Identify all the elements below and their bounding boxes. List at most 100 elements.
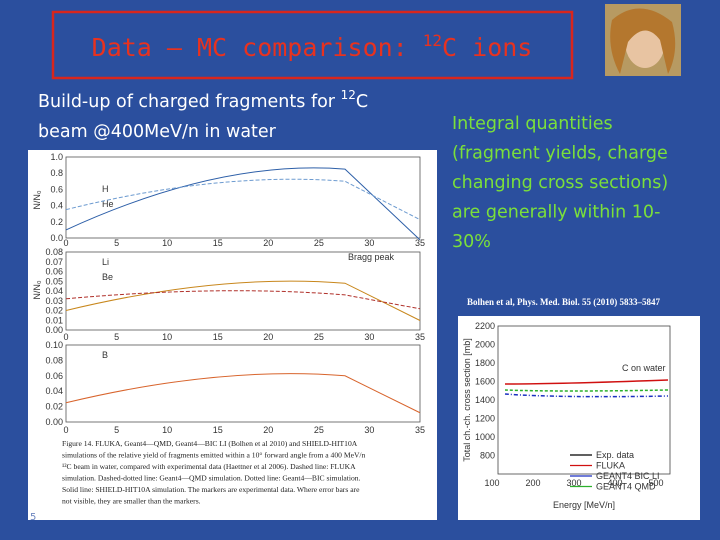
x-tick-label: 5 (114, 238, 119, 248)
y-tick-label: 0.07 (45, 257, 63, 267)
model-curve (504, 393, 669, 398)
simulation-curve (65, 178, 421, 221)
x-tick-label: 25 (314, 238, 324, 248)
x-tick-label: 20 (263, 425, 273, 435)
y-tick-label: 0.03 (45, 296, 63, 306)
x-tick-label: 5 (114, 425, 119, 435)
x-tick-label: 25 (314, 332, 324, 342)
x-tick-label: 35 (415, 332, 425, 342)
chart-title: C on water (622, 363, 666, 373)
x-tick-label: 30 (364, 332, 374, 342)
y-tick-label: 0.02 (45, 402, 63, 412)
y-tick-label: 0.8 (50, 168, 63, 178)
y-tick-label: 0.6 (50, 184, 63, 194)
x-tick-label: 500 (648, 478, 663, 488)
y-tick-label: 0.05 (45, 276, 63, 286)
y-tick-label: 1.0 (50, 152, 63, 162)
figure-caption: simulations of the relative yield of fra… (62, 451, 366, 460)
citation: Bolhen et al, Phys. Med. Biol. 55 (2010)… (467, 297, 660, 307)
legend-label: GEANT4 QMD (596, 482, 656, 492)
portrait (605, 4, 681, 76)
simulation-curve (65, 167, 421, 241)
y-tick-label: 0.02 (45, 306, 63, 316)
y-tick-label: 0.00 (45, 417, 63, 427)
title-box (51, 10, 574, 80)
y-tick-label: 2200 (475, 321, 495, 331)
y-axis-label: Total ch.-ch. cross section [mb] (462, 338, 472, 462)
y-tick-label: 1000 (475, 432, 495, 442)
legend-label: Exp. data (596, 450, 634, 460)
x-tick-label: 35 (415, 238, 425, 248)
x-tick-label: 15 (213, 332, 223, 342)
x-tick-label: 25 (314, 425, 324, 435)
figure-caption: not visible, they are smaller than the m… (62, 497, 201, 506)
caption-sup: 12 (341, 88, 356, 102)
title-sup: 12 (423, 31, 442, 50)
page-number: 5 (30, 512, 36, 523)
plot-frame (65, 156, 421, 239)
left-figure (28, 150, 437, 520)
x-tick-label: 5 (114, 332, 119, 342)
simulation-curve (65, 280, 421, 321)
x-tick-label: 20 (263, 332, 273, 342)
left-caption-line: beam @400MeV/n in water (38, 122, 277, 142)
x-tick-label: 0 (63, 425, 68, 435)
caption-end: C (356, 92, 368, 112)
x-tick-label: 35 (415, 425, 425, 435)
x-tick-label: 15 (213, 238, 223, 248)
y-tick-label: 0.00 (45, 325, 63, 335)
x-tick-label: 10 (162, 425, 172, 435)
annotation: Bragg peak (348, 252, 395, 262)
y-tick-label: 0.06 (45, 371, 63, 381)
y-tick-label: 1600 (475, 377, 495, 387)
x-tick-label: 15 (213, 425, 223, 435)
right-text-line: are generally within 10- (452, 203, 660, 223)
y-tick-label: 1400 (475, 395, 495, 405)
right-text-line: Integral quantities (452, 114, 613, 134)
right-text-line: 30% (452, 232, 491, 252)
plot-frame (497, 325, 671, 475)
x-tick-label: 30 (364, 425, 374, 435)
y-tick-label: 0.01 (45, 315, 63, 325)
title-text: Data – MC comparison: (92, 33, 423, 62)
right-figure-content: 2200 2000 1800 1600 1400 1200 1000 800 100 200 300… (462, 321, 671, 510)
species-label: Be (102, 272, 113, 282)
plot-frame (65, 251, 421, 331)
y-tick-label: 0.10 (45, 340, 63, 350)
y-tick-label: 0.04 (45, 386, 63, 396)
species-label: He (102, 199, 114, 209)
right-text: Integral quantities (fragment yields, cha… (452, 114, 668, 252)
y-tick-label: 0.04 (45, 286, 63, 296)
y-axis-label: N/N₀ (32, 190, 42, 209)
x-tick-label: 20 (263, 238, 273, 248)
y-axis-label: N/N₀ (32, 280, 42, 299)
x-tick-label: 10 (162, 238, 172, 248)
title-end: C ions (442, 33, 532, 62)
x-tick-label: 400 (607, 478, 622, 488)
x-tick-label: 0 (63, 332, 68, 342)
y-tick-label: 1800 (475, 358, 495, 368)
figure-caption: simulation. Dashed-dotted line: Geant4—Q… (62, 474, 361, 483)
y-tick-label: 0.08 (45, 247, 63, 257)
right-text-line: (fragment yields, charge (452, 144, 668, 164)
legend-label: GEANT4 BIC LI (596, 471, 660, 481)
x-tick-label: 300 (566, 478, 581, 488)
x-tick-label: 100 (484, 478, 499, 488)
caption-text: Build-up of charged fragments for (38, 92, 341, 112)
figure-caption: ¹²C beam in water, compared with experim… (62, 462, 356, 471)
title: Data – MC comparison: 12C ions (92, 31, 533, 62)
left-figure-content: 1.00.80.60.40.20.0 0 5 10 15 20 25 30 35HHe0.080… (32, 152, 425, 506)
x-tick-label: 30 (364, 238, 374, 248)
figure-caption: Figure 14. FLUKA, Geant4—QMD, Geant4—BIC… (62, 439, 358, 448)
simulation-curve (65, 290, 421, 310)
species-label: B (102, 350, 108, 360)
y-tick-label: 0.4 (50, 201, 63, 211)
y-tick-label: 2000 (475, 340, 495, 350)
x-tick-label: 10 (162, 332, 172, 342)
x-axis-label: Energy [MeV/n] (553, 500, 615, 510)
y-tick-label: 0.08 (45, 355, 63, 365)
figure-caption: Solid line: SHIELD-HIT10A simulation. Th… (62, 485, 360, 494)
y-tick-label: 0.2 (50, 217, 63, 227)
